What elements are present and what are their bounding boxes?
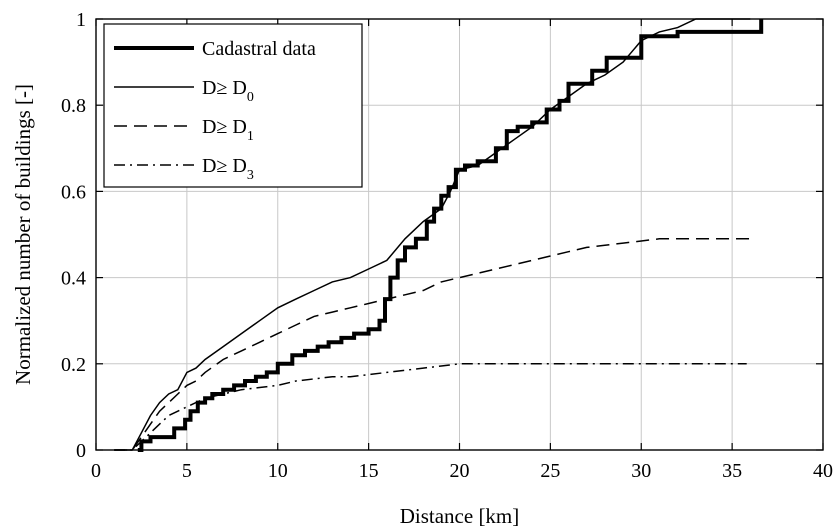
legend-label-1: D≥ D0 [202, 77, 254, 105]
tick-layer [95, 18, 824, 451]
legend-label-2: D≥ D1 [202, 116, 254, 144]
legend-label-base: D≥ D [202, 77, 247, 99]
legend-label-subscript: 0 [247, 90, 254, 105]
legend-label-base: Cadastral data [202, 38, 316, 60]
series-line-3 [114, 363, 747, 451]
y-tick-label: 0 [76, 440, 86, 462]
legend-label-0: Cadastral data [202, 38, 316, 60]
y-tick-label: 0.4 [61, 268, 86, 290]
x-tick-label: 10 [268, 460, 288, 482]
y-tick-label: 0.2 [61, 354, 86, 376]
x-tick-label: 5 [182, 460, 192, 482]
legend-label-subscript: 1 [247, 129, 254, 144]
x-axis-title: Distance [km] [400, 504, 520, 528]
series-layer [114, 18, 764, 452]
x-tick-label: 35 [722, 460, 742, 482]
legend-label-base: D≥ D [202, 155, 247, 177]
y-tick-label: 0.6 [61, 181, 86, 203]
x-tick-label: 0 [91, 460, 101, 482]
x-tick-label: 40 [813, 460, 833, 482]
y-tick-label: 1 [76, 9, 86, 31]
x-tick-label: 15 [359, 460, 379, 482]
y-tick-label: 0.8 [61, 95, 86, 117]
legend-label-subscript: 3 [247, 168, 254, 183]
series-line-2 [114, 238, 751, 451]
x-tick-label: 20 [450, 460, 470, 482]
series-line-1 [114, 18, 751, 451]
legend-label-3: D≥ D3 [202, 155, 254, 183]
x-tick-label: 25 [540, 460, 560, 482]
legend-label-base: D≥ D [202, 116, 247, 138]
y-axis-title: Normalized number of buildings [-] [11, 84, 35, 385]
x-tick-label: 30 [631, 460, 651, 482]
legend-box [103, 23, 363, 188]
